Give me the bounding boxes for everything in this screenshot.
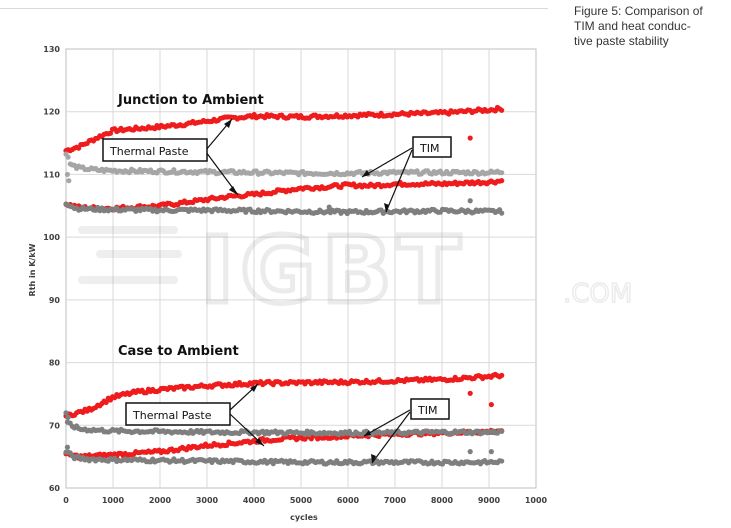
series-1: [63, 178, 505, 213]
x-tick-label: 1000: [102, 496, 125, 505]
x-tick-label: 6000: [337, 496, 360, 505]
callout-tim-bottom: TIM: [410, 398, 450, 420]
arrow-tim-bottom-2: [371, 411, 411, 464]
outlier-point: [64, 419, 71, 425]
arrows: [205, 118, 413, 464]
callout-tim-bottom-label: TIM: [417, 404, 437, 417]
arrowhead-paste-bottom-1: [250, 384, 258, 392]
data-point: [499, 372, 505, 378]
outlier-point: [467, 198, 473, 204]
x-tick-label: 1000: [525, 496, 548, 505]
x-axis-title: cycles: [290, 513, 318, 522]
x-tick-label: 0: [63, 496, 69, 505]
caption-line-3: tive paste stability: [574, 34, 669, 48]
caption-line-2: TIM and heat conduc-: [574, 19, 691, 33]
callout-tim-top-label: TIM: [419, 142, 439, 155]
y-tick-labels: 60 70 80 90 100 110 120 130: [43, 45, 60, 493]
figure-caption: Figure 5: Comparison of TIM and heat con…: [574, 4, 724, 49]
x-tick-labels: 0 1000 2000 3000 4000 5000 6000 7000 8000 9000 100…: [63, 496, 547, 505]
outlier-point: [488, 449, 494, 455]
data-point: [499, 210, 505, 216]
arrowhead-paste-bottom-2: [255, 438, 264, 446]
callout-tim-top-box: [412, 136, 452, 158]
callout-paste-top-box: [102, 138, 208, 162]
x-tick-label: 7000: [384, 496, 407, 505]
arrow-tim-bottom-1: [363, 409, 411, 437]
caption-line-1: Figure 5: Comparison of: [574, 4, 703, 18]
x-tick-label: 9000: [478, 496, 501, 505]
data-point: [103, 399, 109, 405]
callout-paste-top: Thermal Paste: [102, 138, 208, 162]
outlier-point: [488, 401, 494, 408]
y-tick-label: 100: [43, 233, 60, 242]
arrowhead-paste-top-1: [224, 119, 232, 128]
data-point: [499, 178, 505, 184]
outlier-point: [66, 178, 72, 184]
x-tick-label: 5000: [290, 496, 313, 505]
series-7: [63, 444, 505, 467]
callout-paste-bottom-box: [125, 402, 231, 426]
outlier-point: [64, 444, 71, 450]
x-tick-label: 8000: [431, 496, 454, 505]
arrowhead-tim-top-2: [384, 203, 389, 212]
callout-paste-bottom-label: Thermal Paste: [132, 409, 212, 422]
arrowhead-tim-bottom-2: [371, 454, 376, 463]
y-axis-title: Rth in K/kW: [28, 243, 37, 296]
outlier-point: [326, 204, 332, 210]
arrowheads: [224, 119, 389, 463]
top-divider: [0, 8, 548, 9]
data-point: [65, 154, 71, 160]
data-point: [499, 107, 505, 113]
callout-paste-bottom: Thermal Paste: [125, 402, 231, 426]
data-point: [107, 130, 114, 136]
y-tick-label: 120: [43, 108, 60, 117]
arrow-tim-top-1: [361, 147, 413, 178]
data-point: [499, 170, 505, 176]
x-tick-label: 2000: [149, 496, 172, 505]
callout-paste-top-label: Thermal Paste: [109, 145, 189, 158]
y-tick-label: 110: [43, 170, 60, 179]
data-point: [499, 458, 505, 464]
junction-to-ambient-title: Junction to Ambient: [117, 93, 264, 108]
series-3: [63, 198, 505, 217]
arrow-tim-top-2: [385, 149, 413, 213]
data-point: [65, 414, 71, 420]
outlier-point: [64, 171, 71, 178]
y-tick-label: 90: [49, 296, 61, 305]
data-point: [63, 410, 69, 416]
callout-tim-top: TIM: [412, 136, 452, 158]
y-tick-label: 130: [43, 45, 60, 54]
callout-tim-bottom-box: [410, 398, 450, 420]
y-tick-label: 80: [49, 359, 61, 368]
case-to-ambient-title: Case to Ambient: [118, 344, 239, 359]
arrowhead-tim-bottom-1: [364, 430, 371, 436]
x-tick-label: 3000: [196, 496, 219, 505]
arrowhead-tim-top-1: [362, 170, 370, 177]
data-point: [499, 428, 505, 435]
outlier-point: [467, 449, 473, 455]
outlier-point: [467, 390, 473, 396]
x-tick-label: 4000: [243, 496, 266, 505]
series-0: [63, 104, 505, 154]
y-tick-label: 60: [49, 484, 61, 493]
y-tick-label: 70: [49, 421, 61, 430]
arrowhead-paste-top-2: [229, 186, 238, 195]
series-2: [63, 151, 505, 184]
outlier-point: [467, 135, 473, 141]
